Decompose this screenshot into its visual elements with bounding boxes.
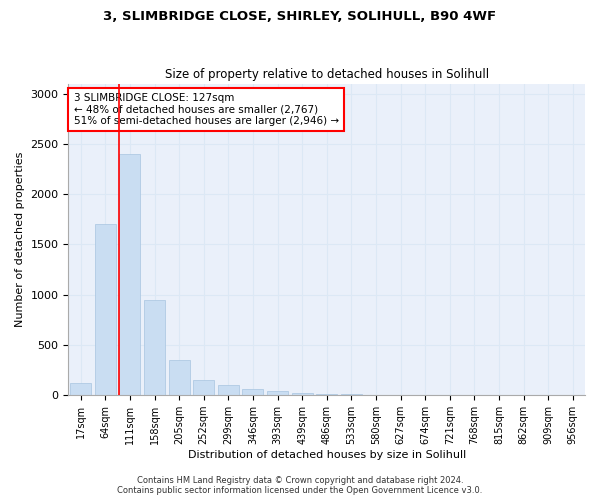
Bar bbox=[316, 394, 337, 395]
Bar bbox=[267, 391, 288, 395]
Bar bbox=[119, 154, 140, 395]
Bar bbox=[365, 394, 386, 395]
Text: 3 SLIMBRIDGE CLOSE: 127sqm
← 48% of detached houses are smaller (2,767)
51% of s: 3 SLIMBRIDGE CLOSE: 127sqm ← 48% of deta… bbox=[74, 93, 338, 126]
X-axis label: Distribution of detached houses by size in Solihull: Distribution of detached houses by size … bbox=[188, 450, 466, 460]
Bar bbox=[144, 300, 165, 395]
Text: 3, SLIMBRIDGE CLOSE, SHIRLEY, SOLIHULL, B90 4WF: 3, SLIMBRIDGE CLOSE, SHIRLEY, SOLIHULL, … bbox=[103, 10, 497, 23]
Bar bbox=[292, 393, 313, 395]
Bar bbox=[242, 389, 263, 395]
Bar bbox=[341, 394, 362, 395]
Title: Size of property relative to detached houses in Solihull: Size of property relative to detached ho… bbox=[164, 68, 489, 81]
Text: Contains HM Land Registry data © Crown copyright and database right 2024.
Contai: Contains HM Land Registry data © Crown c… bbox=[118, 476, 482, 495]
Bar bbox=[218, 385, 239, 395]
Bar bbox=[169, 360, 190, 395]
Bar bbox=[193, 380, 214, 395]
Y-axis label: Number of detached properties: Number of detached properties bbox=[15, 152, 25, 327]
Bar bbox=[95, 224, 116, 395]
Bar bbox=[70, 383, 91, 395]
